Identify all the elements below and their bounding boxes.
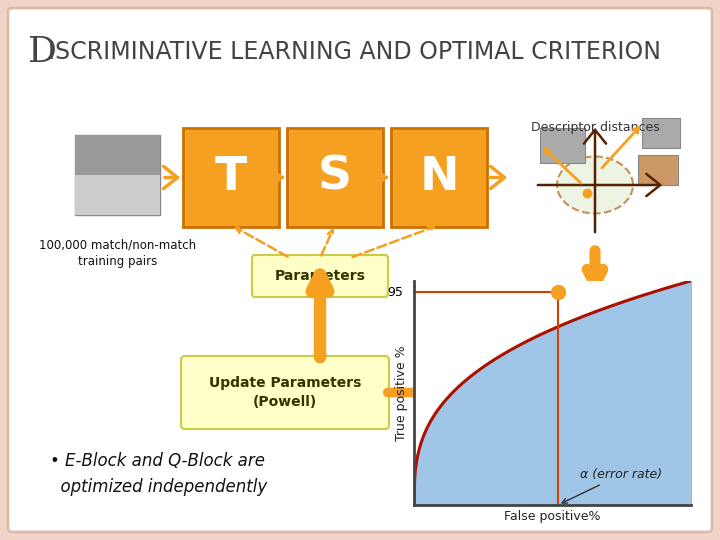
Y-axis label: True positive %: True positive % [395, 345, 408, 441]
FancyBboxPatch shape [252, 255, 388, 297]
Text: T: T [215, 155, 247, 200]
FancyBboxPatch shape [75, 175, 160, 215]
FancyBboxPatch shape [642, 118, 680, 148]
Text: ISCRIMINATIVE LEARNING AND OPTIMAL CRITERION: ISCRIMINATIVE LEARNING AND OPTIMAL CRITE… [48, 40, 661, 64]
FancyBboxPatch shape [75, 135, 160, 215]
Text: Descriptor distances: Descriptor distances [531, 122, 660, 134]
Text: N: N [419, 155, 459, 200]
FancyBboxPatch shape [540, 128, 585, 163]
FancyBboxPatch shape [181, 356, 389, 429]
Text: 95: 95 [387, 286, 403, 299]
X-axis label: False positive%: False positive% [504, 510, 601, 523]
Text: α (error rate): α (error rate) [562, 468, 662, 503]
Text: Update Parameters
(Powell): Update Parameters (Powell) [209, 376, 361, 409]
FancyBboxPatch shape [287, 128, 383, 227]
FancyBboxPatch shape [8, 8, 712, 532]
Text: S: S [318, 155, 352, 200]
Text: 100,000 match/non-match
training pairs: 100,000 match/non-match training pairs [40, 238, 197, 268]
Text: Parameters: Parameters [274, 269, 366, 283]
FancyBboxPatch shape [391, 128, 487, 227]
Ellipse shape [557, 157, 633, 213]
Text: • E-Block and Q-Block are
  optimized independently: • E-Block and Q-Block are optimized inde… [50, 452, 267, 496]
Text: D: D [28, 35, 57, 69]
FancyBboxPatch shape [183, 128, 279, 227]
FancyBboxPatch shape [75, 135, 160, 175]
FancyBboxPatch shape [638, 155, 678, 185]
